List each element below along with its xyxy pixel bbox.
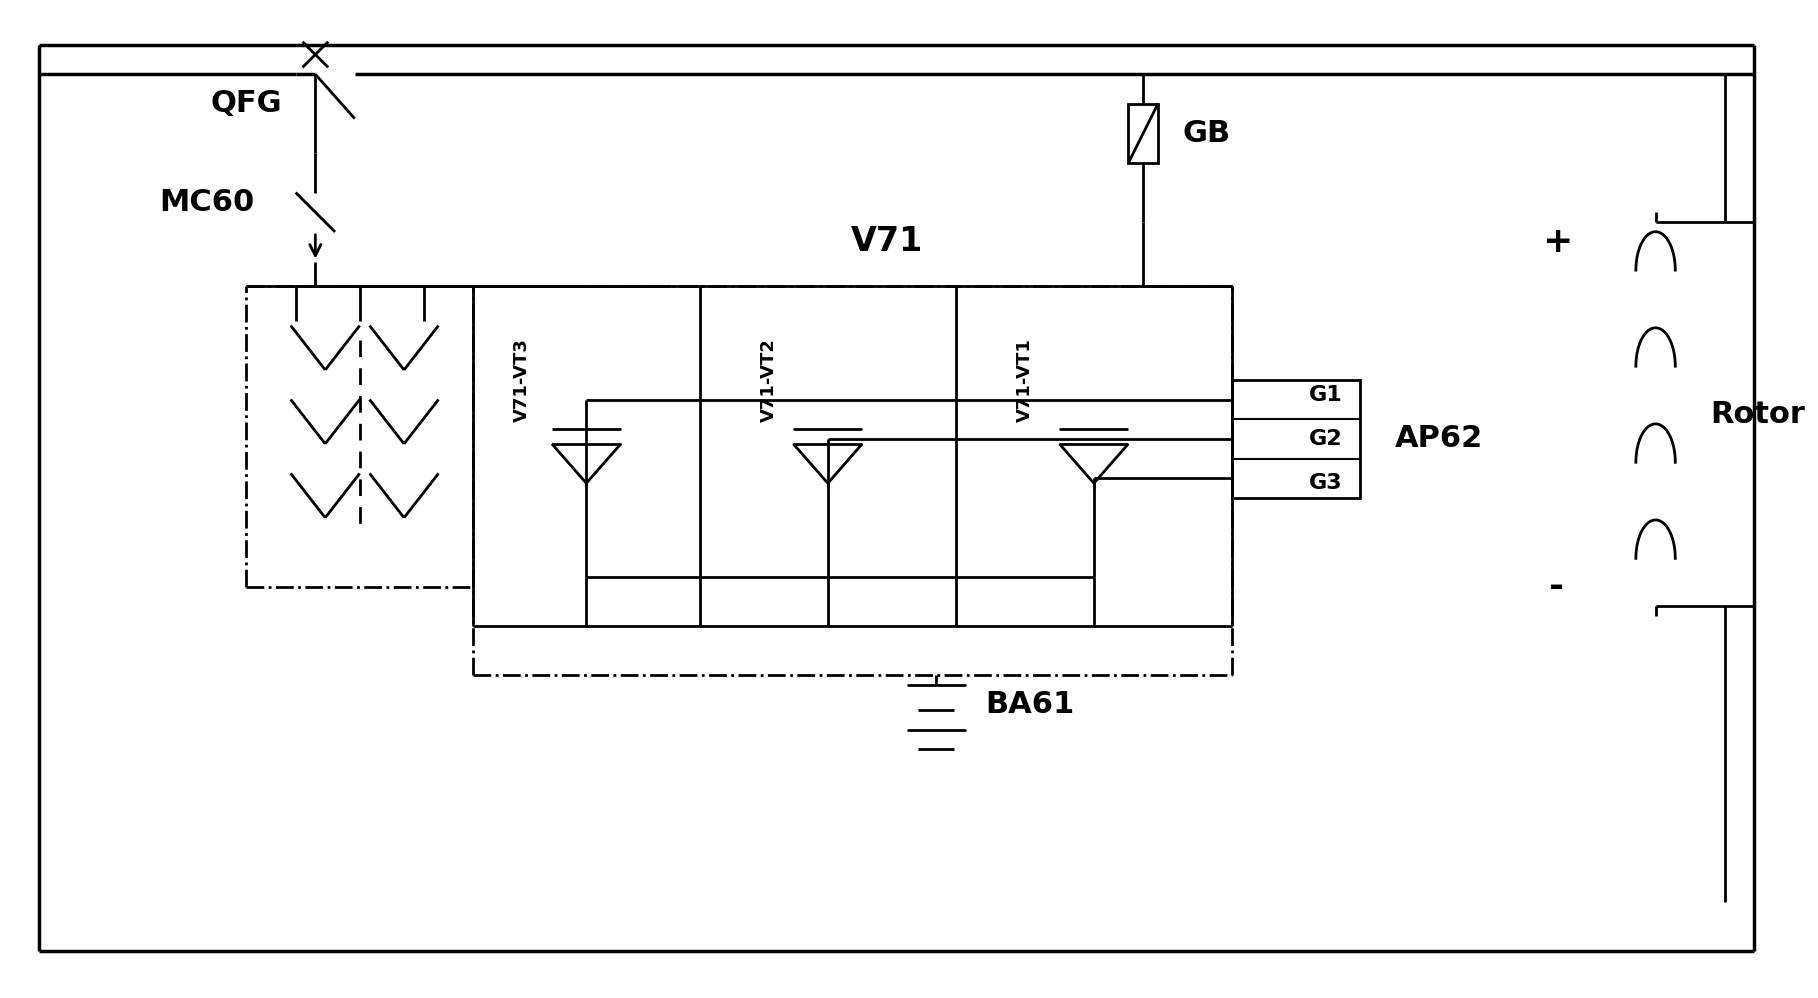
Text: V71-VT2: V71-VT2 — [760, 337, 778, 422]
Text: +: + — [1542, 225, 1573, 258]
Text: G3: G3 — [1309, 473, 1342, 493]
Text: QFG: QFG — [211, 90, 282, 119]
Text: Rotor: Rotor — [1709, 400, 1805, 429]
Text: V71: V71 — [851, 226, 924, 258]
Text: BA61: BA61 — [985, 691, 1074, 720]
Text: AP62: AP62 — [1394, 424, 1483, 453]
Text: GB: GB — [1182, 119, 1231, 148]
Text: G1: G1 — [1309, 384, 1342, 404]
Text: MC60: MC60 — [160, 188, 255, 217]
Text: V71-VT1: V71-VT1 — [1016, 337, 1034, 422]
Text: G2: G2 — [1309, 429, 1342, 449]
Text: -: - — [1549, 570, 1565, 604]
Bar — [1129, 104, 1158, 163]
Bar — [1233, 380, 1360, 498]
Text: V71-VT3: V71-VT3 — [513, 337, 531, 422]
